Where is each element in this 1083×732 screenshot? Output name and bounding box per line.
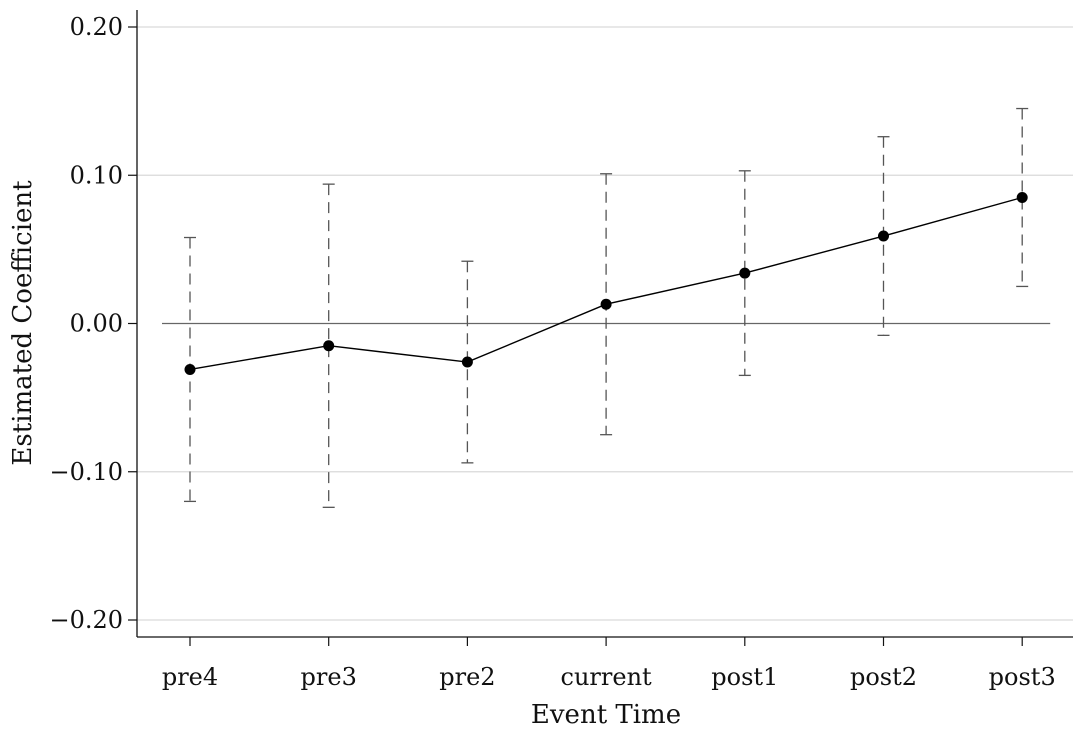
y-tick-label: 0.10 [70, 161, 123, 189]
coefficient-point [323, 340, 335, 352]
x-tick-label: post3 [989, 663, 1056, 691]
coefficient-point [461, 356, 473, 368]
x-tick-label: post1 [711, 663, 778, 691]
y-axis-title: Estimated Coefficient [8, 180, 38, 466]
x-axis-title: Event Time [531, 700, 681, 730]
y-tick-label: −0.20 [49, 606, 123, 634]
x-tick-label: pre4 [162, 663, 218, 691]
x-tick-label: pre3 [301, 663, 357, 691]
y-tick-label: −0.10 [49, 458, 123, 486]
coefficient-point [184, 363, 196, 375]
error-bar [1016, 107, 1029, 288]
coefficient-point [878, 230, 889, 242]
y-tick-label: 0.20 [70, 13, 123, 41]
coefficient-point [600, 298, 612, 310]
coefficient-point [1016, 191, 1028, 203]
x-tick-label: current [561, 663, 653, 691]
y-tick-label: 0.00 [70, 310, 123, 338]
coefficient-points [184, 191, 1028, 375]
x-tick-label: post2 [850, 663, 917, 691]
axis-ticks: −0.20 −0.10 0.00 0.10 0.20 pre4 pre3 pre2 curren… [49, 13, 1055, 691]
error-bar [322, 183, 335, 508]
error-bar [738, 170, 751, 377]
coefficient-point [739, 267, 751, 279]
x-tick-label: pre2 [439, 663, 495, 691]
grid-lines [137, 26, 1073, 621]
